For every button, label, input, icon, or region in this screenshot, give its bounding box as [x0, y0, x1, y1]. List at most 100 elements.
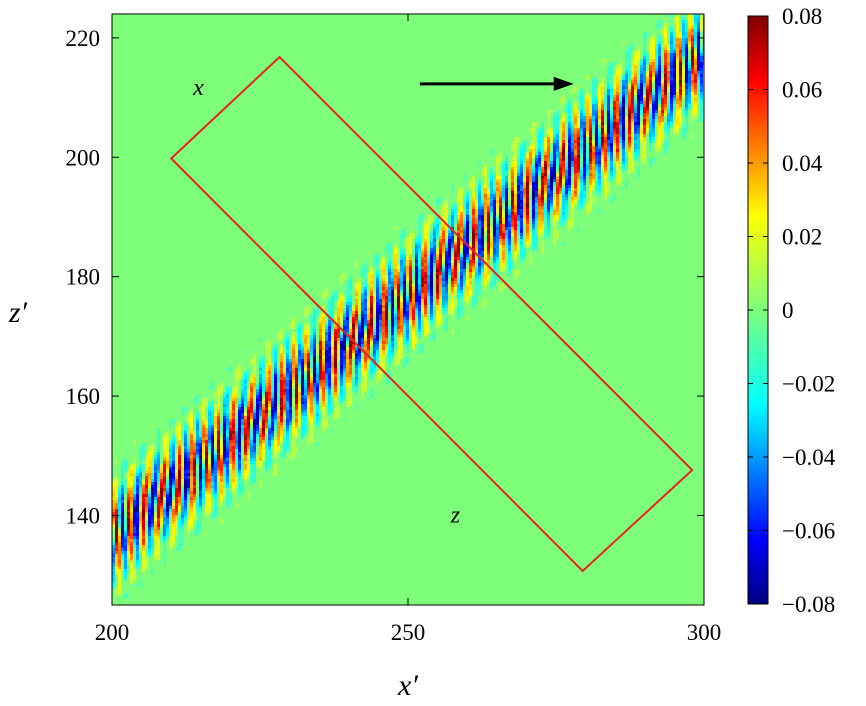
field-cell — [499, 182, 502, 185]
field-cell — [379, 347, 382, 350]
field-cell — [151, 452, 154, 455]
field-cell — [352, 389, 355, 392]
field-cell — [226, 485, 229, 488]
field-cell — [379, 365, 382, 368]
field-cell — [313, 353, 316, 356]
field-cell — [385, 383, 388, 386]
field-cell — [184, 476, 187, 479]
field-cell — [304, 413, 307, 416]
field-cell — [286, 356, 289, 359]
field-cell — [478, 263, 481, 266]
field-cell — [517, 269, 520, 272]
field-cell — [298, 335, 301, 338]
field-cell — [319, 338, 322, 341]
field-cell — [163, 524, 166, 527]
field-cell — [508, 272, 511, 275]
field-cell — [451, 278, 454, 281]
field-cell — [220, 443, 223, 446]
field-cell — [349, 296, 352, 299]
field-cell — [508, 185, 511, 188]
field-cell — [157, 542, 160, 545]
field-cell — [520, 236, 523, 239]
field-cell — [502, 284, 505, 287]
field-cell — [349, 401, 352, 404]
field-cell — [475, 233, 478, 236]
field-cell — [418, 326, 421, 329]
field-cell — [118, 515, 121, 518]
field-cell — [448, 293, 451, 296]
field-cell — [361, 359, 364, 362]
field-cell — [403, 272, 406, 275]
field-cell — [442, 218, 445, 221]
field-cell — [211, 491, 214, 494]
field-cell — [121, 518, 124, 521]
field-cell — [349, 368, 352, 371]
field-cell — [403, 263, 406, 266]
field-cell — [145, 515, 148, 518]
field-cell — [187, 479, 190, 482]
field-cell — [322, 380, 325, 383]
field-cell — [445, 329, 448, 332]
field-cell — [385, 311, 388, 314]
field-cell — [406, 278, 409, 281]
field-cell — [346, 392, 349, 395]
field-cell — [196, 410, 199, 413]
field-cell — [523, 185, 526, 188]
field-cell — [193, 446, 196, 449]
field-cell — [331, 353, 334, 356]
field-cell — [412, 290, 415, 293]
field-cell — [361, 383, 364, 386]
field-cell — [466, 230, 469, 233]
field-cell — [454, 272, 457, 275]
field-cell — [385, 287, 388, 290]
field-cell — [220, 461, 223, 464]
field-cell — [415, 311, 418, 314]
field-cell — [151, 512, 154, 515]
field-cell — [325, 368, 328, 371]
field-cell — [463, 278, 466, 281]
field-cell — [211, 515, 214, 518]
field-cell — [424, 269, 427, 272]
field-cell — [310, 425, 313, 428]
field-cell — [487, 191, 490, 194]
field-cell — [286, 416, 289, 419]
field-cell — [448, 305, 451, 308]
field-cell — [523, 143, 526, 146]
field-cell — [280, 404, 283, 407]
field-cell — [340, 275, 343, 278]
field-cell — [199, 488, 202, 491]
field-cell — [151, 449, 154, 452]
field-cell — [394, 254, 397, 257]
field-cell — [478, 224, 481, 227]
field-cell — [265, 410, 268, 413]
field-cell — [505, 176, 508, 179]
field-cell — [484, 266, 487, 269]
field-cell — [388, 350, 391, 353]
field-cell — [454, 239, 457, 242]
field-cell — [493, 185, 496, 188]
field-cell — [208, 449, 211, 452]
field-cell — [409, 248, 412, 251]
field-cell — [193, 479, 196, 482]
field-cell — [142, 446, 145, 449]
field-cell — [244, 431, 247, 434]
field-cell — [520, 230, 523, 233]
field-cell — [331, 359, 334, 362]
field-cell — [220, 383, 223, 386]
field-cell — [385, 347, 388, 350]
field-cell — [199, 461, 202, 464]
field-cell — [427, 260, 430, 263]
field-cell — [214, 503, 217, 506]
field-cell — [427, 221, 430, 224]
field-cell — [268, 362, 271, 365]
field-cell — [145, 557, 148, 560]
field-cell — [160, 536, 163, 539]
field-cell — [226, 431, 229, 434]
field-cell — [226, 497, 229, 500]
field-cell — [514, 149, 517, 152]
field-cell — [316, 389, 319, 392]
field-cell — [283, 353, 286, 356]
field-cell — [238, 443, 241, 446]
field-cell — [505, 179, 508, 182]
field-cell — [505, 227, 508, 230]
